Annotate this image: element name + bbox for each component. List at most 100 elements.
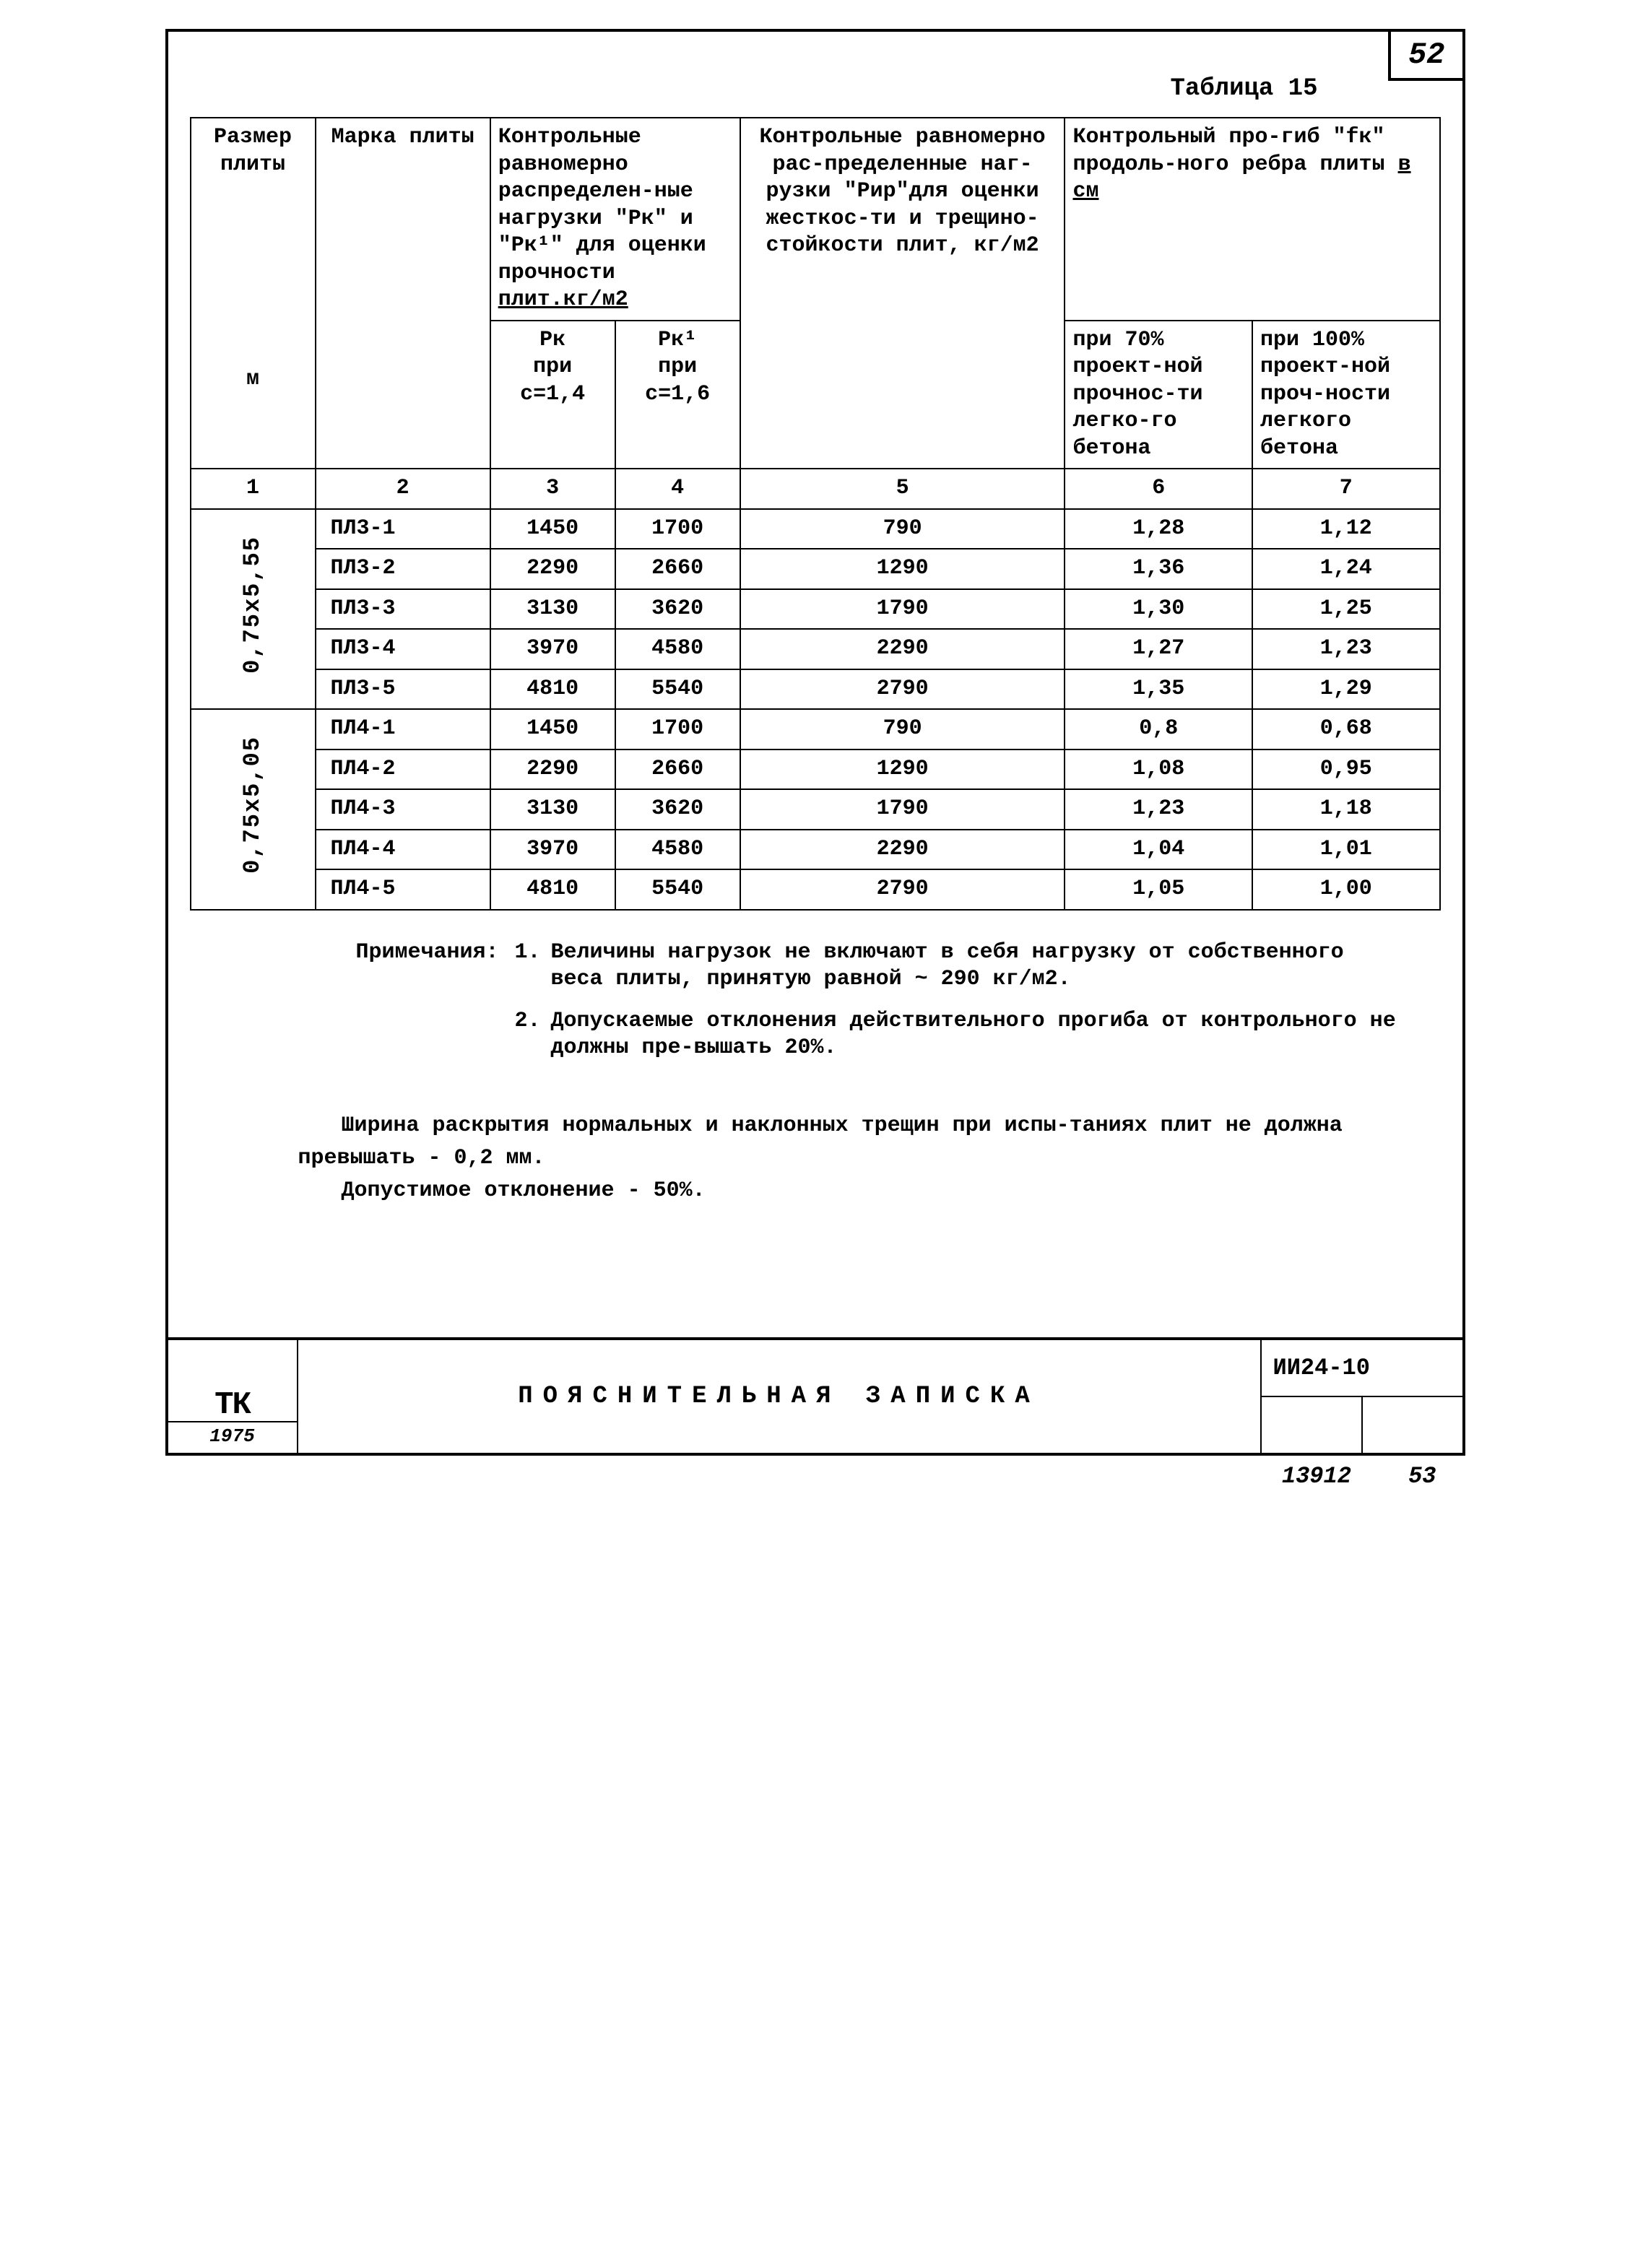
notes-block: Примечания: 1. Величины нагрузок не вклю… xyxy=(168,911,1462,1095)
table-cell: 2660 xyxy=(615,549,740,589)
size-label: 0,75x5,55 xyxy=(238,521,267,688)
table-cell: 1,12 xyxy=(1252,509,1440,549)
tb-logo: ТК xyxy=(214,1389,250,1421)
hdr-col5b: при 100% проект-ной проч-ности легкого б… xyxy=(1252,321,1440,469)
table-cell: 4580 xyxy=(615,830,740,870)
table-cell: 3970 xyxy=(490,830,615,870)
size-cell: 0,75x5,55 xyxy=(191,509,316,710)
table-cell: 1700 xyxy=(615,509,740,549)
hdr-col1: Размер плиты xyxy=(199,124,308,178)
col-num: 2 xyxy=(316,469,490,509)
page-number: 52 xyxy=(1388,29,1465,81)
table-cell: 2790 xyxy=(740,669,1065,710)
main-table: Размер плиты м Марка плиты Контрольные р… xyxy=(190,117,1441,911)
table-cell: 1290 xyxy=(740,750,1065,790)
table-cell: 1,24 xyxy=(1252,549,1440,589)
notes-label: Примечания: xyxy=(356,939,515,994)
para2: Допустимое отклонение - 50%. xyxy=(298,1175,1405,1207)
table-cell: 1790 xyxy=(740,789,1065,830)
hdr-col3a-sub: при c=1,4 xyxy=(498,354,607,408)
footer: 13912 53 xyxy=(165,1463,1465,1490)
hdr-col4: Контрольные равномерно рас-пределенные н… xyxy=(740,118,1065,469)
table-cell: 1,05 xyxy=(1065,869,1252,910)
table-cell: 3970 xyxy=(490,629,615,669)
hdr-col1-unit: м xyxy=(199,366,308,394)
table-cell: 3620 xyxy=(615,789,740,830)
table-cell: 2290 xyxy=(490,750,615,790)
tb-title: ПОЯСНИТЕЛЬНАЯ ЗАПИСКА xyxy=(298,1340,1260,1453)
table-cell: 1,29 xyxy=(1252,669,1440,710)
footer-left: 13912 xyxy=(1282,1463,1351,1490)
hdr-col3-top: Контрольные равномерно распределен-ные н… xyxy=(498,125,706,285)
hdr-col3b-sub: при c=1,6 xyxy=(623,354,732,408)
table-cell: ПЛ3-3 xyxy=(316,589,490,630)
table-cell: 2290 xyxy=(490,549,615,589)
table-cell: 3130 xyxy=(490,789,615,830)
body-text: Ширина раскрытия нормальных и наклонных … xyxy=(168,1095,1462,1337)
table-cell: ПЛ3-5 xyxy=(316,669,490,710)
table-cell: 1,23 xyxy=(1252,629,1440,669)
table-cell: 1700 xyxy=(615,709,740,750)
table-cell: 1290 xyxy=(740,549,1065,589)
table-cell: 2790 xyxy=(740,869,1065,910)
table-cell: 0,95 xyxy=(1252,750,1440,790)
table-cell: 1,36 xyxy=(1065,549,1252,589)
note1-text: Величины нагрузок не включают в себя наг… xyxy=(551,939,1405,994)
table-cell: 1,25 xyxy=(1252,589,1440,630)
note1-num: 1. xyxy=(515,939,551,994)
table-cell: 4580 xyxy=(615,629,740,669)
table-cell: 2290 xyxy=(740,830,1065,870)
table-cell: ПЛ3-2 xyxy=(316,549,490,589)
table-cell: 1790 xyxy=(740,589,1065,630)
table-cell: 1,18 xyxy=(1252,789,1440,830)
para1: Ширина раскрытия нормальных и наклонных … xyxy=(298,1110,1405,1175)
table-cell: ПЛ4-2 xyxy=(316,750,490,790)
hdr-col5a: при 70% проект-ной прочнос-ти легко-го б… xyxy=(1065,321,1252,469)
table-cell: 3620 xyxy=(615,589,740,630)
table-caption: Таблица 15 xyxy=(168,32,1462,117)
hdr-col3-under: плит.кг/м2 xyxy=(498,287,628,312)
table-cell: ПЛ4-5 xyxy=(316,869,490,910)
hdr-col3b: Рк¹ xyxy=(623,327,732,355)
table-cell: 1450 xyxy=(490,509,615,549)
table-cell: 0,68 xyxy=(1252,709,1440,750)
table-cell: 790 xyxy=(740,509,1065,549)
table-cell: 2290 xyxy=(740,629,1065,669)
table-cell: 1,30 xyxy=(1065,589,1252,630)
tb-year: 1975 xyxy=(168,1421,297,1447)
col-num: 3 xyxy=(490,469,615,509)
table-cell: 1450 xyxy=(490,709,615,750)
col-num: 5 xyxy=(740,469,1065,509)
table-cell: 4810 xyxy=(490,869,615,910)
table-cell: 1,00 xyxy=(1252,869,1440,910)
hdr-col3a: Рк xyxy=(498,327,607,355)
col-num: 1 xyxy=(191,469,316,509)
table-cell: 1,28 xyxy=(1065,509,1252,549)
table-cell: 1,04 xyxy=(1065,830,1252,870)
table-cell: ПЛ3-4 xyxy=(316,629,490,669)
table-cell: ПЛ4-1 xyxy=(316,709,490,750)
table-cell: 1,23 xyxy=(1065,789,1252,830)
table-cell: 1,08 xyxy=(1065,750,1252,790)
table-cell: 5540 xyxy=(615,669,740,710)
col-num: 6 xyxy=(1065,469,1252,509)
table-cell: 1,35 xyxy=(1065,669,1252,710)
size-cell: 0,75x5,05 xyxy=(191,709,316,910)
table-cell: 1,27 xyxy=(1065,629,1252,669)
table-cell: 3130 xyxy=(490,589,615,630)
page-frame: 52 Таблица 15 Размер плиты м Марка плиты… xyxy=(165,29,1465,1456)
title-block: ТК 1975 ПОЯСНИТЕЛЬНАЯ ЗАПИСКА ИИ24-10 xyxy=(168,1337,1462,1453)
table-cell: ПЛ4-3 xyxy=(316,789,490,830)
note2-text: Допускаемые отклонения действительного п… xyxy=(551,1008,1405,1062)
col-num: 4 xyxy=(615,469,740,509)
note2-num: 2. xyxy=(515,1008,551,1062)
table-cell: 0,8 xyxy=(1065,709,1252,750)
table-cell: 1,01 xyxy=(1252,830,1440,870)
table-cell: 2660 xyxy=(615,750,740,790)
col-num: 7 xyxy=(1252,469,1440,509)
tb-code: ИИ24-10 xyxy=(1262,1340,1462,1397)
hdr-col2: Марка плиты xyxy=(316,118,490,469)
table-cell: ПЛ4-4 xyxy=(316,830,490,870)
table-cell: ПЛ3-1 xyxy=(316,509,490,549)
hdr-col5-top: Контрольный про-гиб "fк" продоль-ного ре… xyxy=(1072,125,1397,177)
